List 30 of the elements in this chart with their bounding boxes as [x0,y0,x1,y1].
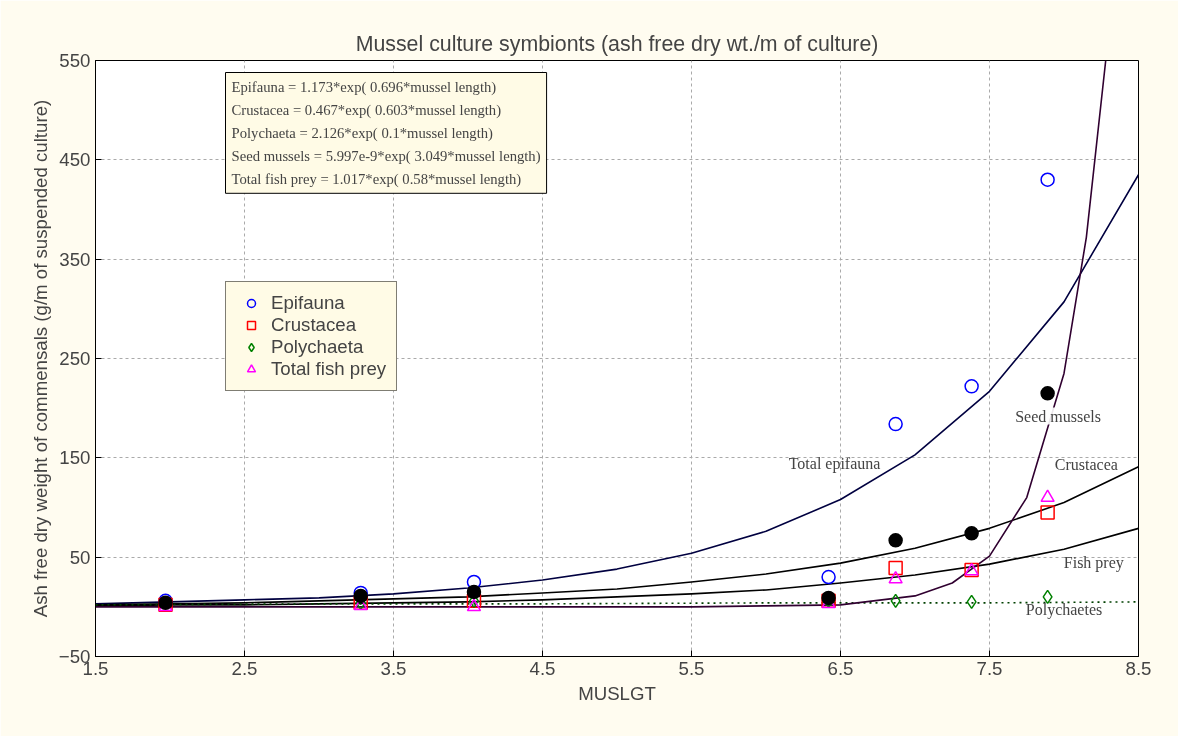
y-tick-label: 450 [59,149,91,171]
x-tick-label: 8.5 [1125,657,1152,679]
y-tick-label: 150 [59,447,91,469]
y-tick-label: 350 [59,248,91,270]
x-tick-label: 7.5 [976,657,1003,679]
annotation: Polychaetes [1025,601,1103,620]
legend-label: Epifauna [271,292,345,314]
legend-label: Total fish prey [271,358,387,380]
y-tick-label: 50 [69,546,91,568]
annotation: Seed mussels = 5.997e-9*exp( 3.049*mussel length) [231,148,541,166]
y-tick-label: 550 [59,50,91,71]
x-tick-label: 3.5 [380,657,407,679]
annotation: Seed mussels [1015,407,1101,425]
annotation: Total fish prey = 1.017*exp( 0.58*mussel length) [231,171,522,189]
x-tick-label: 4.5 [529,657,556,679]
legend-label: Crustacea [271,314,357,336]
annotation: Crustacea [1054,456,1118,474]
x-tick-label: 6.5 [827,657,854,679]
annotation: Total epifauna [788,455,881,474]
x-tick-label: 2.5 [231,657,258,679]
y-axis-title: Ash free dry weight of commensals (g/m of suspended culture) [29,99,51,618]
x-axis-title: MUSLGT [578,682,656,704]
y-tick-label: 250 [59,348,91,369]
legend-label: Polychaeta [271,336,364,358]
x-tick-label: 5.5 [678,657,705,679]
chart-title: Mussel culture symbionts (ash free dry wt./m of culture) [355,31,879,56]
annotation: Epifauna = 1.173*exp( 0.696*mussel length) [231,78,497,96]
annotation: Polychaeta = 2.126*exp( 0.1*mussel length) [231,124,494,142]
annotation: Crustacea = 0.467*exp( 0.603*mussel length) [231,101,502,119]
annotation: Fish prey [1063,553,1124,572]
